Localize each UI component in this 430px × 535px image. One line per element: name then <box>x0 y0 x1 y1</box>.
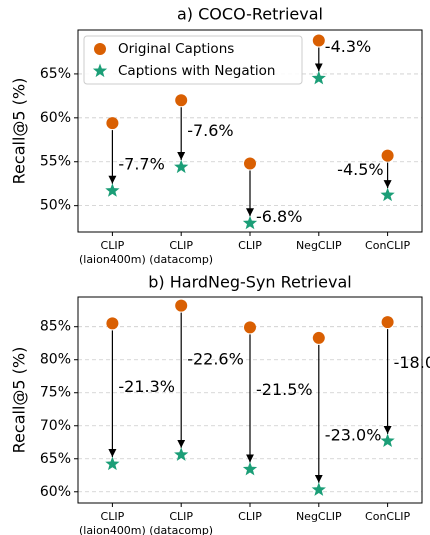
star-point <box>242 215 258 230</box>
x-tick-label: CLIP <box>169 239 193 252</box>
x-tick-sublabel: (laion400m) <box>79 253 146 266</box>
x-tick-label: ConCLIP <box>365 239 410 252</box>
x-tick-sublabel: (datacomp) <box>149 253 213 266</box>
dot-point <box>175 299 188 312</box>
difference-label: -21.5% <box>256 380 313 399</box>
x-tick-sublabel: (datacomp) <box>149 524 213 535</box>
y-tick-label: 85% <box>40 319 71 335</box>
difference-label: -22.6% <box>187 350 244 369</box>
y-axis-label: Recall@5 (%) <box>10 78 29 185</box>
star-point <box>174 447 189 461</box>
dot-point <box>106 317 119 330</box>
dot-point <box>244 321 256 334</box>
chart-title: b) HardNeg-Syn Retrieval <box>148 273 351 292</box>
dot-point <box>106 117 119 130</box>
y-tick-label: 65% <box>40 451 71 467</box>
star-point <box>380 433 395 447</box>
dot-point <box>381 149 394 162</box>
y-tick-label: 55% <box>40 154 71 170</box>
chart-title: a) COCO-Retrieval <box>177 5 323 24</box>
difference-label: -6.8% <box>256 207 302 226</box>
x-tick-label: NegCLIP <box>296 239 342 252</box>
dot-point <box>244 157 256 170</box>
star-point <box>311 482 326 496</box>
legend-marker <box>92 63 108 78</box>
star-point <box>174 159 189 174</box>
x-tick-sublabel: (laion400m) <box>79 524 146 535</box>
y-tick-label: 75% <box>40 385 71 401</box>
x-tick-label: NegCLIP <box>296 510 342 523</box>
star-point <box>242 461 258 476</box>
difference-label: -7.6% <box>187 121 233 140</box>
y-tick-label: 65% <box>40 66 71 82</box>
dot-point <box>312 34 325 47</box>
y-tick-label: 70% <box>40 418 71 434</box>
legend-label: Captions with Negation <box>118 63 276 79</box>
difference-label: -4.5% <box>337 160 383 179</box>
legend-label: Original Captions <box>118 41 234 57</box>
x-tick-label: CLIP <box>238 239 262 252</box>
dot-point <box>381 316 394 329</box>
legend-marker <box>94 43 106 55</box>
difference-label: -23.0% <box>325 425 382 444</box>
x-tick-label: ConCLIP <box>365 510 410 523</box>
difference-label: -21.3% <box>118 377 175 396</box>
star-point <box>380 187 395 202</box>
dot-point <box>312 331 325 344</box>
y-tick-label: 80% <box>40 352 71 368</box>
y-axis-label: Recall@5 (%) <box>10 347 29 454</box>
star-point <box>105 456 120 471</box>
y-tick-label: 60% <box>40 110 71 126</box>
difference-label: -7.7% <box>118 154 164 173</box>
star-point <box>105 183 120 197</box>
x-tick-label: CLIP <box>101 239 125 252</box>
x-tick-label: CLIP <box>238 510 262 523</box>
x-tick-label: CLIP <box>169 510 193 523</box>
legend-box <box>83 35 303 85</box>
y-tick-label: 50% <box>40 198 71 214</box>
difference-label: -4.3% <box>325 37 371 56</box>
star-point <box>311 70 326 85</box>
difference-label: -18.0% <box>394 353 430 372</box>
y-tick-label: 60% <box>40 484 71 500</box>
x-tick-label: CLIP <box>101 510 125 523</box>
dot-point <box>175 94 188 107</box>
